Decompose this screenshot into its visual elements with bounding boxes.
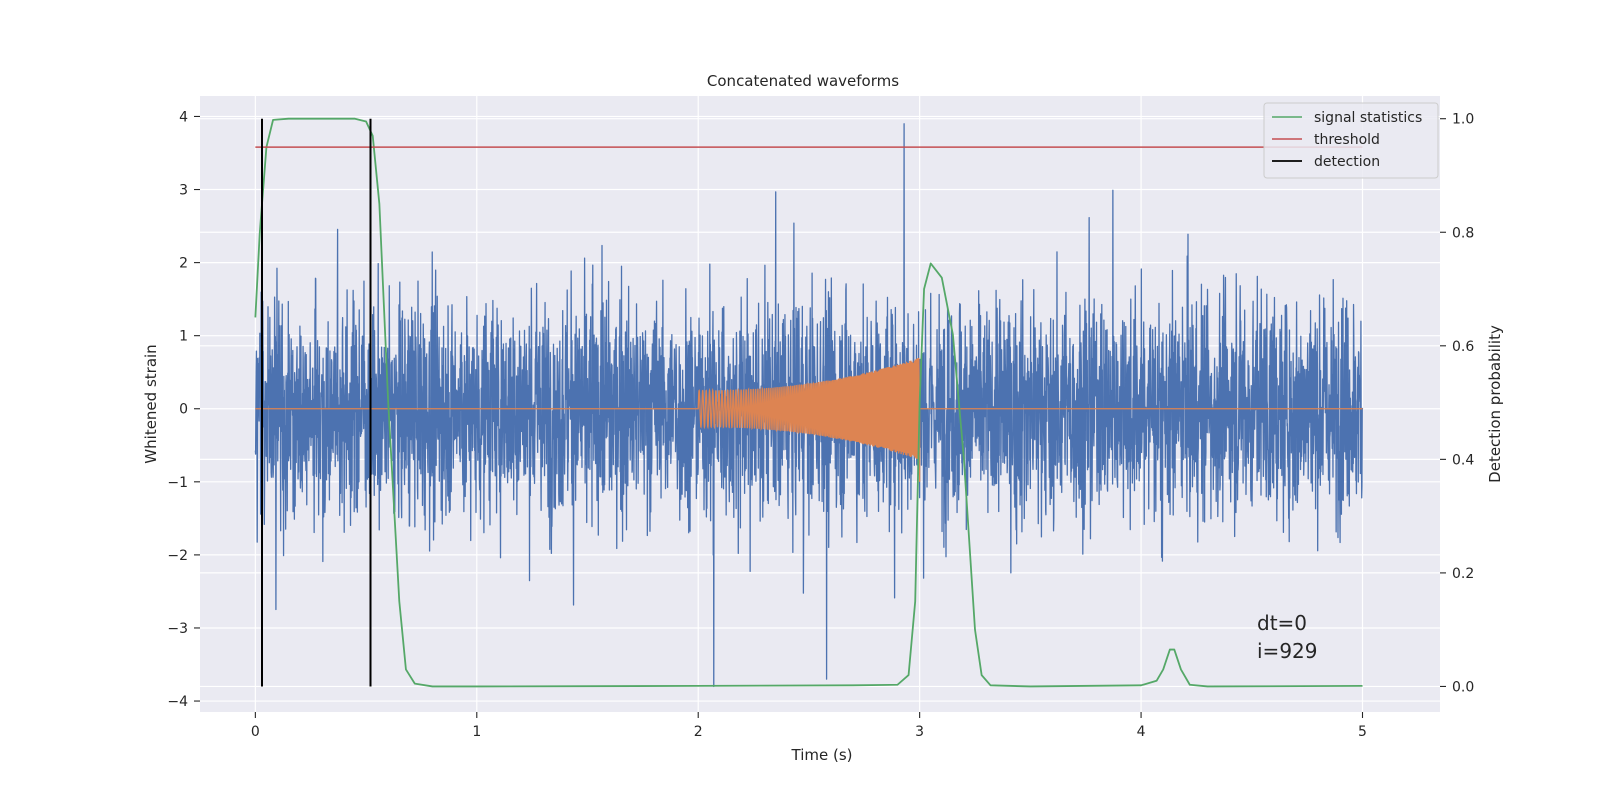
x-axis-ticks: 0 1 2 3 4 5 <box>251 712 1367 740</box>
y-right-tick-label: 0.4 <box>1452 452 1474 468</box>
plot-area <box>200 96 1440 712</box>
annotation-i: i=929 <box>1257 639 1318 663</box>
chart-title: Concatenated waveforms <box>707 72 899 90</box>
legend: signal statistics threshold detection <box>1263 102 1439 179</box>
legend-label-detection: detection <box>1314 154 1380 170</box>
strain-noise-line <box>254 123 1364 688</box>
y-left-tick-label: 4 <box>179 109 188 125</box>
x-axis-label: Time (s) <box>791 746 853 764</box>
y-left-tick-label: 3 <box>179 183 188 199</box>
injection-chirp-line <box>255 357 1363 482</box>
y-axis-right-label: Detection probability <box>1486 325 1504 483</box>
y-left-tick-label: 0 <box>179 402 188 418</box>
x-tick-label: 5 <box>1358 724 1367 740</box>
annotation-dt: dt=0 <box>1257 611 1307 635</box>
y-axis-left-label: Whitened strain <box>142 344 160 463</box>
y-left-tick-label: −2 <box>167 548 188 564</box>
x-tick-label: 1 <box>472 724 481 740</box>
y-left-tick-label: 2 <box>179 256 188 272</box>
y-axis-right-ticks: 0.0 0.2 0.4 0.6 0.8 1.0 <box>1440 112 1474 695</box>
x-tick-label: 3 <box>915 724 924 740</box>
legend-label-threshold: threshold <box>1314 132 1380 148</box>
y-right-tick-label: 0.2 <box>1452 566 1474 582</box>
signal-statistics-line <box>254 117 1363 688</box>
x-tick-label: 4 <box>1137 724 1146 740</box>
legend-label-signal-statistics: signal statistics <box>1314 110 1422 126</box>
y-left-tick-label: −3 <box>167 621 188 637</box>
y-axis-left-ticks: −4 −3 −2 −1 0 1 2 3 4 <box>167 109 200 710</box>
y-right-tick-label: 0.8 <box>1452 225 1474 241</box>
y-left-tick-label: −1 <box>167 475 188 491</box>
y-left-tick-label: 1 <box>179 329 188 345</box>
y-right-tick-label: 0.0 <box>1452 679 1474 695</box>
x-tick-label: 2 <box>694 724 703 740</box>
x-tick-label: 0 <box>251 724 260 740</box>
y-right-tick-label: 1.0 <box>1452 112 1474 128</box>
legend-frame <box>1263 102 1439 179</box>
data-layer <box>254 117 1364 688</box>
y-left-tick-label: −4 <box>167 694 188 710</box>
y-right-tick-label: 0.6 <box>1452 339 1474 355</box>
